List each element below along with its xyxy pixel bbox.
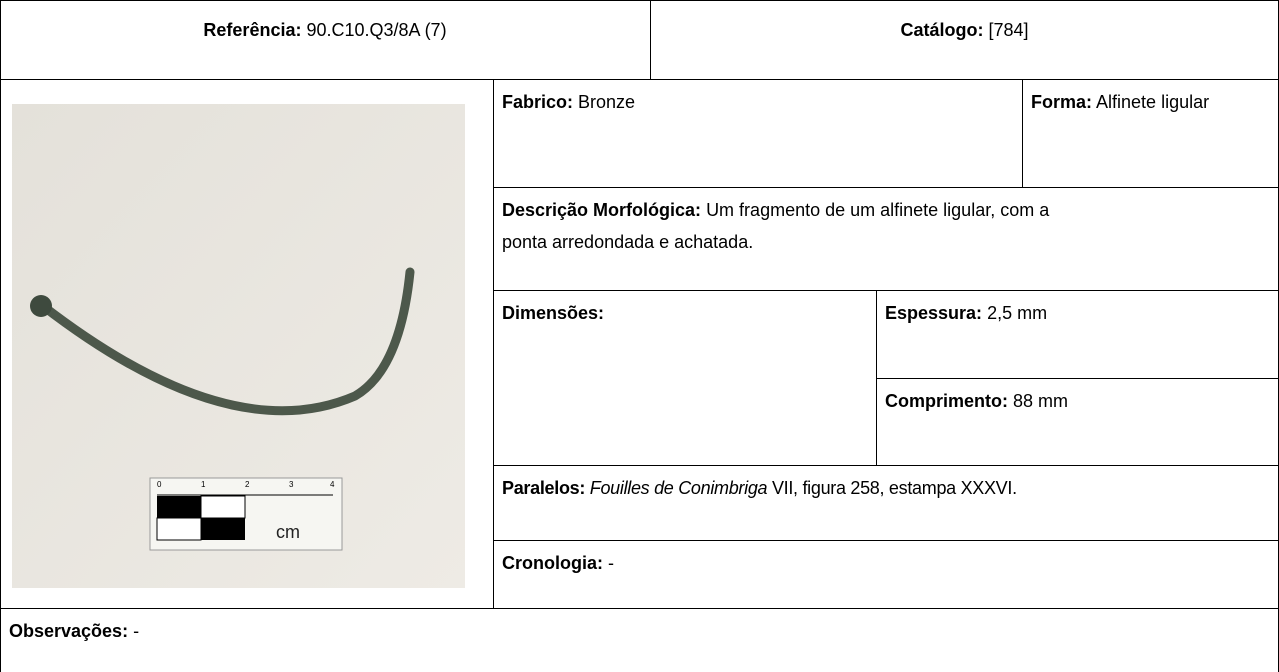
- label: Paralelos:: [502, 478, 586, 498]
- dimensions: Dimensões:: [494, 291, 876, 335]
- value: VII, figura 258, estampa XXXVI.: [771, 478, 1017, 498]
- label: Dimensões:: [502, 303, 605, 323]
- value: 90.C10.Q3/8A (7): [306, 20, 447, 40]
- scale-tick: 4: [330, 480, 335, 489]
- label: Espessura:: [885, 303, 983, 323]
- scale-unit: cm: [276, 522, 300, 542]
- label: Fabrico:: [502, 92, 574, 112]
- reference: Referência: 90.C10.Q3/8A (7): [0, 0, 650, 52]
- title: Fouilles de Conimbriga: [589, 478, 768, 498]
- value: Um fragmento de um alfinete ligular, com…: [502, 200, 1050, 252]
- scale-tick: 3: [289, 480, 294, 489]
- photo: 0 1 2 3 4 cm: [12, 104, 465, 588]
- value: 2,5 mm: [987, 303, 1048, 323]
- scale-tick: 0: [157, 480, 162, 489]
- form: Forma: Alfinete ligular: [1023, 80, 1253, 124]
- scale-tick: 2: [245, 480, 250, 489]
- label: Descrição Morfológica:: [502, 200, 702, 220]
- value: [784]: [988, 20, 1029, 40]
- label: Catálogo:: [900, 20, 984, 40]
- label: Cronologia:: [502, 553, 603, 573]
- length: Comprimento: 88 mm: [877, 379, 1278, 423]
- label: Forma:: [1031, 92, 1093, 112]
- observations: Observações: -: [1, 609, 1278, 653]
- fabric: Fabrico: Bronze: [494, 80, 1022, 124]
- parallels: Paralelos: Fouilles de Conimbriga VII, f…: [494, 466, 1278, 510]
- value: -: [608, 553, 615, 573]
- thickness: Espessura: 2,5 mm: [877, 291, 1278, 335]
- value: -: [133, 621, 140, 641]
- value: Alfinete ligular: [1096, 92, 1210, 112]
- label: Comprimento:: [885, 391, 1008, 411]
- value: Bronze: [578, 92, 636, 112]
- value: 88 mm: [1013, 391, 1069, 411]
- label: Observações:: [9, 621, 129, 641]
- label: Referência:: [203, 20, 302, 40]
- chronology: Cronologia: -: [494, 541, 1278, 585]
- scale-tick: 1: [201, 480, 206, 489]
- catalog: Catálogo: [784]: [650, 0, 1279, 52]
- description: Descrição Morfológica: Um fragmento de u…: [494, 188, 1278, 264]
